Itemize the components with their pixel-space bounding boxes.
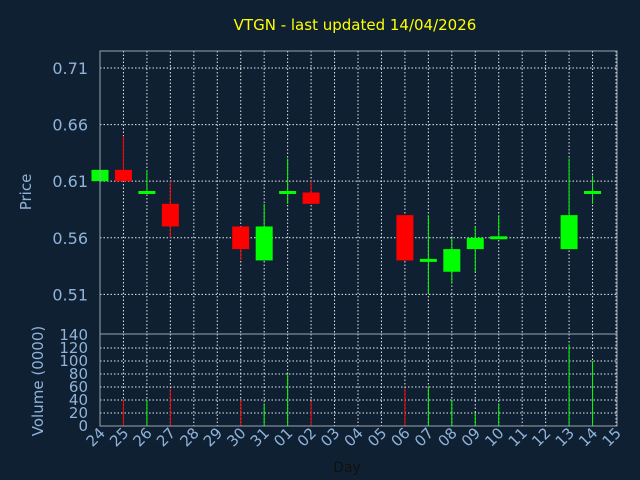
volume-tick-label: 40 (69, 391, 88, 409)
candle-body (396, 215, 414, 261)
x-axis-label: Day (333, 460, 361, 476)
x-axis: 2425262728293031010203040506070809101112… (83, 424, 625, 450)
candle-body (560, 215, 578, 250)
candle-body (443, 249, 461, 272)
candle-body (584, 191, 602, 194)
volume-tick-label: 0 (78, 417, 88, 435)
candle-body (466, 237, 484, 250)
price-tick-label: 0.51 (52, 285, 88, 304)
volume-tick-label: 140 (59, 326, 88, 344)
candle-body (232, 226, 250, 250)
candle-body (279, 191, 297, 194)
candle-body (490, 236, 508, 240)
volume-tick-label: 120 (59, 339, 88, 357)
price-tick-label: 0.61 (52, 172, 88, 191)
volume-tick-label: 100 (59, 352, 88, 370)
candle-body (138, 191, 156, 194)
price-axis-label: Price (17, 174, 35, 211)
price-panel: 0.71 0.66 0.61 0.56 0.51 (52, 50, 618, 335)
candle-body (302, 192, 320, 204)
price-tick-label: 0.71 (52, 59, 88, 78)
volume-tick-label: 80 (69, 365, 88, 383)
volume-axis-label: Volume (0000) (29, 326, 47, 436)
candle-body (419, 258, 437, 262)
candle-body (161, 203, 179, 227)
volume-panel-frame (99, 333, 618, 427)
price-tick-label: 0.66 (52, 116, 88, 135)
volume-tick-label: 20 (69, 404, 88, 422)
candle-body (255, 226, 273, 261)
volume-tick-label: 60 (69, 378, 88, 396)
candle-body (114, 169, 132, 182)
price-tick-label: 0.56 (52, 229, 88, 248)
chart-title: VTGN - last updated 14/04/2026 (234, 16, 477, 34)
